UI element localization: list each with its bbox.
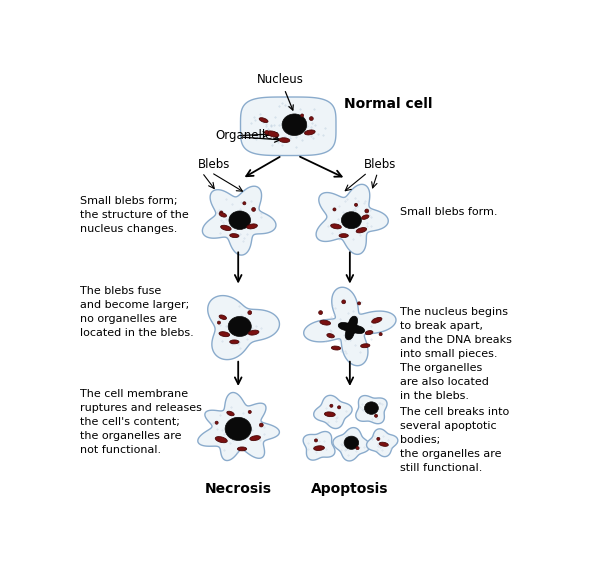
Ellipse shape [282, 114, 307, 135]
Ellipse shape [259, 118, 268, 123]
Circle shape [259, 423, 263, 427]
Circle shape [333, 208, 336, 211]
Text: Blebs: Blebs [364, 158, 396, 171]
Ellipse shape [227, 411, 234, 416]
Ellipse shape [304, 130, 315, 135]
Ellipse shape [230, 340, 239, 344]
Ellipse shape [229, 211, 251, 230]
Circle shape [243, 202, 246, 205]
Ellipse shape [341, 212, 361, 228]
Ellipse shape [221, 226, 231, 231]
Text: Normal cell: Normal cell [344, 97, 432, 111]
Ellipse shape [248, 330, 259, 335]
Circle shape [310, 116, 313, 120]
Ellipse shape [250, 436, 260, 441]
Polygon shape [304, 287, 396, 365]
Ellipse shape [364, 402, 379, 415]
Circle shape [220, 211, 223, 214]
Ellipse shape [344, 436, 359, 449]
Ellipse shape [314, 446, 325, 451]
Circle shape [355, 203, 358, 206]
Polygon shape [338, 316, 365, 340]
Circle shape [365, 209, 369, 213]
Ellipse shape [228, 316, 251, 336]
Text: The cell breaks into
several apoptotic
bodies;
the organelles are
still function: The cell breaks into several apoptotic b… [400, 407, 509, 473]
Text: Nucleus: Nucleus [257, 73, 304, 110]
Circle shape [248, 311, 251, 315]
Ellipse shape [365, 331, 373, 335]
Circle shape [358, 302, 361, 305]
Circle shape [215, 421, 218, 424]
Ellipse shape [339, 234, 349, 238]
Polygon shape [303, 432, 335, 460]
Ellipse shape [331, 224, 341, 229]
Ellipse shape [219, 315, 226, 319]
Circle shape [314, 439, 317, 442]
Polygon shape [356, 396, 387, 424]
Ellipse shape [361, 344, 370, 348]
Ellipse shape [215, 437, 227, 443]
Text: Small blebs form.: Small blebs form. [400, 207, 497, 217]
Polygon shape [241, 97, 336, 155]
Circle shape [319, 311, 323, 315]
Circle shape [251, 207, 256, 211]
Ellipse shape [267, 131, 279, 137]
Polygon shape [316, 184, 388, 254]
Ellipse shape [225, 417, 251, 440]
Ellipse shape [379, 442, 388, 447]
Text: Necrosis: Necrosis [205, 482, 272, 496]
Text: Small blebs form;
the structure of the
nucleus changes.: Small blebs form; the structure of the n… [80, 196, 189, 234]
Ellipse shape [279, 138, 290, 143]
Circle shape [377, 437, 380, 440]
Polygon shape [198, 392, 280, 461]
Circle shape [265, 131, 269, 134]
Circle shape [301, 114, 304, 117]
Ellipse shape [325, 412, 335, 417]
Circle shape [374, 414, 377, 417]
Circle shape [330, 404, 333, 407]
Ellipse shape [219, 332, 230, 337]
Ellipse shape [331, 346, 341, 350]
Text: The nucleus begins
to break apart,
and the DNA breaks
into small pieces.
The org: The nucleus begins to break apart, and t… [400, 307, 512, 401]
Polygon shape [314, 395, 352, 428]
Ellipse shape [230, 234, 239, 238]
Ellipse shape [320, 320, 331, 325]
Polygon shape [367, 429, 398, 457]
Ellipse shape [238, 447, 247, 451]
Text: Apoptosis: Apoptosis [311, 482, 389, 496]
Polygon shape [202, 186, 276, 255]
Text: The cell membrane
ruptures and releases
the cell's content;
the organelles are
n: The cell membrane ruptures and releases … [80, 389, 202, 455]
Circle shape [356, 447, 359, 450]
Ellipse shape [247, 224, 257, 229]
Ellipse shape [356, 228, 367, 233]
Text: Blebs: Blebs [197, 158, 230, 171]
Circle shape [379, 333, 382, 336]
Polygon shape [333, 428, 370, 461]
Circle shape [217, 321, 220, 324]
Ellipse shape [327, 333, 334, 338]
Ellipse shape [362, 215, 369, 219]
Circle shape [342, 300, 346, 304]
Ellipse shape [371, 317, 382, 323]
Text: The blebs fuse
and become larger;
no organelles are
located in the blebs.: The blebs fuse and become larger; no org… [80, 287, 194, 339]
Circle shape [338, 406, 341, 409]
Circle shape [248, 411, 251, 413]
Ellipse shape [219, 212, 226, 217]
Text: Organelles: Organelles [215, 129, 279, 142]
Polygon shape [208, 296, 280, 360]
